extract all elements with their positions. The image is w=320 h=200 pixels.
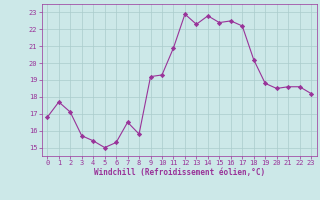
X-axis label: Windchill (Refroidissement éolien,°C): Windchill (Refroidissement éolien,°C)	[94, 168, 265, 177]
